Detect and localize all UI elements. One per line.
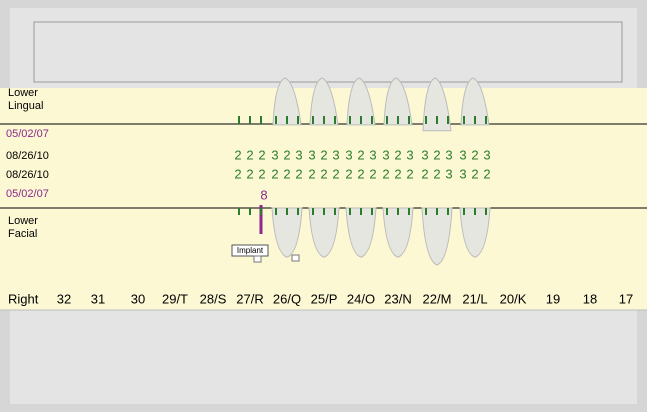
pocket-depth: 3 xyxy=(459,166,466,181)
section-label: Facial xyxy=(8,228,37,240)
tooth-number: 24/O xyxy=(347,291,375,306)
pocket-depth: 3 xyxy=(345,147,352,162)
pocket-depth: 2 xyxy=(357,147,364,162)
section-label: Lingual xyxy=(8,100,43,112)
tooth-number: 29/T xyxy=(162,291,188,306)
dropdown[interactable] xyxy=(254,256,261,262)
pocket-depth: 2 xyxy=(308,166,315,181)
pocket-depth: 2 xyxy=(283,166,290,181)
implant-label: Implant xyxy=(237,246,264,255)
date: 05/02/07 xyxy=(6,128,49,140)
dropdown[interactable] xyxy=(292,255,299,261)
pocket-depth: 2 xyxy=(320,147,327,162)
tooth-number: 22/M xyxy=(423,291,452,306)
tooth-number: 25/P xyxy=(311,291,338,306)
pocket-depth: 2 xyxy=(357,166,364,181)
section-label: Lower xyxy=(8,215,38,227)
pocket-depth: 2 xyxy=(471,147,478,162)
implant-depth: 8 xyxy=(260,187,267,202)
pocket-depth: 3 xyxy=(483,147,490,162)
pocket-depth: 3 xyxy=(369,147,376,162)
date: 08/26/10 xyxy=(6,169,49,181)
pocket-depth: 3 xyxy=(445,147,452,162)
tooth-number: 19 xyxy=(546,291,560,306)
pocket-depth: 2 xyxy=(394,166,401,181)
side-label: Right xyxy=(8,291,39,306)
pocket-depth: 3 xyxy=(271,147,278,162)
tooth-number: 20/K xyxy=(500,291,527,306)
date: 08/26/10 xyxy=(6,150,49,162)
tooth-number: 18 xyxy=(583,291,597,306)
pocket-depth: 2 xyxy=(406,166,413,181)
section-label: Lower xyxy=(8,87,38,99)
pocket-depth: 2 xyxy=(258,147,265,162)
tooth-number: 23/N xyxy=(384,291,411,306)
pocket-depth: 3 xyxy=(459,147,466,162)
pocket-depth: 2 xyxy=(382,166,389,181)
tooth-number: 30 xyxy=(131,291,145,306)
date: 05/02/07 xyxy=(6,188,49,200)
pocket-depth: 2 xyxy=(258,166,265,181)
pocket-depth: 2 xyxy=(246,166,253,181)
pocket-depth: 3 xyxy=(382,147,389,162)
pocket-depth: 3 xyxy=(332,147,339,162)
tooth-number: 31 xyxy=(91,291,105,306)
pocket-depth: 2 xyxy=(283,147,290,162)
pocket-depth: 2 xyxy=(234,147,241,162)
pocket-depth: 3 xyxy=(295,147,302,162)
tooth-number: 28/S xyxy=(200,291,227,306)
pocket-depth: 2 xyxy=(394,147,401,162)
pocket-depth: 2 xyxy=(369,166,376,181)
tooth-number: 21/L xyxy=(462,291,487,306)
tooth-number: 17 xyxy=(619,291,633,306)
pocket-depth: 2 xyxy=(471,166,478,181)
perio-chart: Lower Lingual 05/02/07 08/26/10 08/26/10… xyxy=(0,0,647,412)
pocket-depth: 2 xyxy=(483,166,490,181)
pocket-depth: 2 xyxy=(332,166,339,181)
pocket-depth: 2 xyxy=(421,166,428,181)
pocket-depth: 2 xyxy=(246,147,253,162)
pocket-depth: 2 xyxy=(433,147,440,162)
pocket-depth: 2 xyxy=(271,166,278,181)
pocket-depth: 3 xyxy=(308,147,315,162)
tooth-number: 26/Q xyxy=(273,291,301,306)
pocket-depth: 3 xyxy=(421,147,428,162)
tooth-number: 32 xyxy=(57,291,71,306)
pocket-depth: 3 xyxy=(406,147,413,162)
pocket-depth: 2 xyxy=(433,166,440,181)
pocket-depth: 2 xyxy=(345,166,352,181)
pocket-depth: 2 xyxy=(234,166,241,181)
pocket-depth: 2 xyxy=(295,166,302,181)
pocket-depth: 2 xyxy=(320,166,327,181)
tooth-number: 27/R xyxy=(236,291,263,306)
pocket-depth: 3 xyxy=(445,166,452,181)
